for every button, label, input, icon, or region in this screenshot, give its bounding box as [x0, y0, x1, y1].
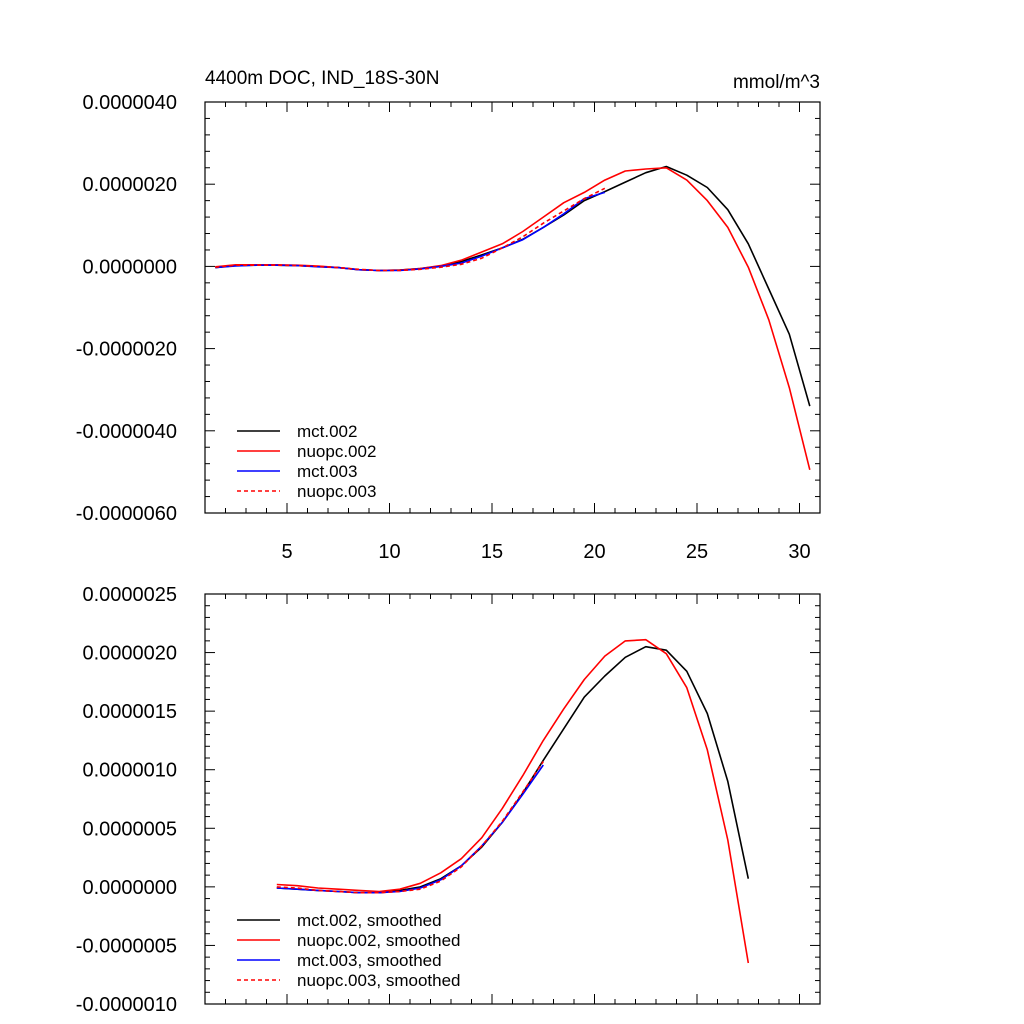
legend-label: nuopc.002, smoothed [297, 931, 461, 950]
y-tick-label: 0.0000005 [82, 818, 177, 840]
series-line [215, 191, 606, 272]
chart-units: mmol/m^3 [733, 72, 820, 93]
y-tick-label: 0.0000010 [82, 760, 177, 782]
x-tick-label: 10 [378, 541, 400, 563]
legend-label: mct.002 [297, 422, 357, 441]
y-tick-label: -0.0000060 [76, 503, 177, 525]
y-tick-label: 0.0000015 [82, 701, 177, 723]
legend-label: mct.003, smoothed [297, 951, 442, 970]
top-chart-series [215, 165, 811, 470]
y-tick-label: 0.0000020 [82, 643, 177, 665]
x-tick-label: 30 [788, 541, 810, 563]
series-line [276, 761, 544, 894]
chart-title: 4400m DOC, IND_18S-30N [205, 68, 439, 89]
top-line-chart: 4400m DOC, IND_18S-30N mmol/m^3 5 10 15 20 2… [76, 68, 821, 563]
legend-label: nuopc.002 [297, 442, 376, 461]
top-chart-axes: 5 10 15 20 25 30 -0.0000060 -0.0000040 -0.000002… [76, 92, 821, 563]
x-tick-label: 15 [481, 541, 503, 563]
x-tick-label: 20 [583, 541, 605, 563]
bottom-chart-series [276, 638, 750, 964]
y-tick-label: -0.0000020 [76, 339, 177, 361]
series-line [215, 165, 811, 407]
y-tick-label: 0.0000020 [82, 174, 177, 196]
bottom-chart-axes: -0.0000010 -0.0000005 0.0000000 0.0000005 0.… [76, 584, 821, 1016]
x-tick-label: 25 [686, 541, 708, 563]
y-tick-label: -0.0000005 [76, 935, 177, 957]
series-line [276, 638, 750, 964]
bottom-line-chart: -0.0000010 -0.0000005 0.0000000 0.0000005 0.… [76, 584, 821, 1016]
y-tick-label: -0.0000010 [76, 994, 177, 1016]
y-tick-label: -0.0000040 [76, 421, 177, 443]
legend-label: mct.002, smoothed [297, 911, 442, 930]
series-line [215, 187, 606, 272]
y-tick-label: 0.0000000 [82, 877, 177, 899]
y-tick-label: 0.0000025 [82, 584, 177, 606]
legend-label: nuopc.003, smoothed [297, 971, 461, 990]
series-line [276, 764, 544, 894]
series-line [276, 645, 750, 894]
y-tick-label: 0.0000040 [82, 92, 177, 114]
legend-label: nuopc.003 [297, 482, 376, 501]
legend-label: mct.003 [297, 462, 357, 481]
y-tick-label: 0.0000000 [82, 256, 177, 278]
x-tick-label: 5 [281, 541, 292, 563]
